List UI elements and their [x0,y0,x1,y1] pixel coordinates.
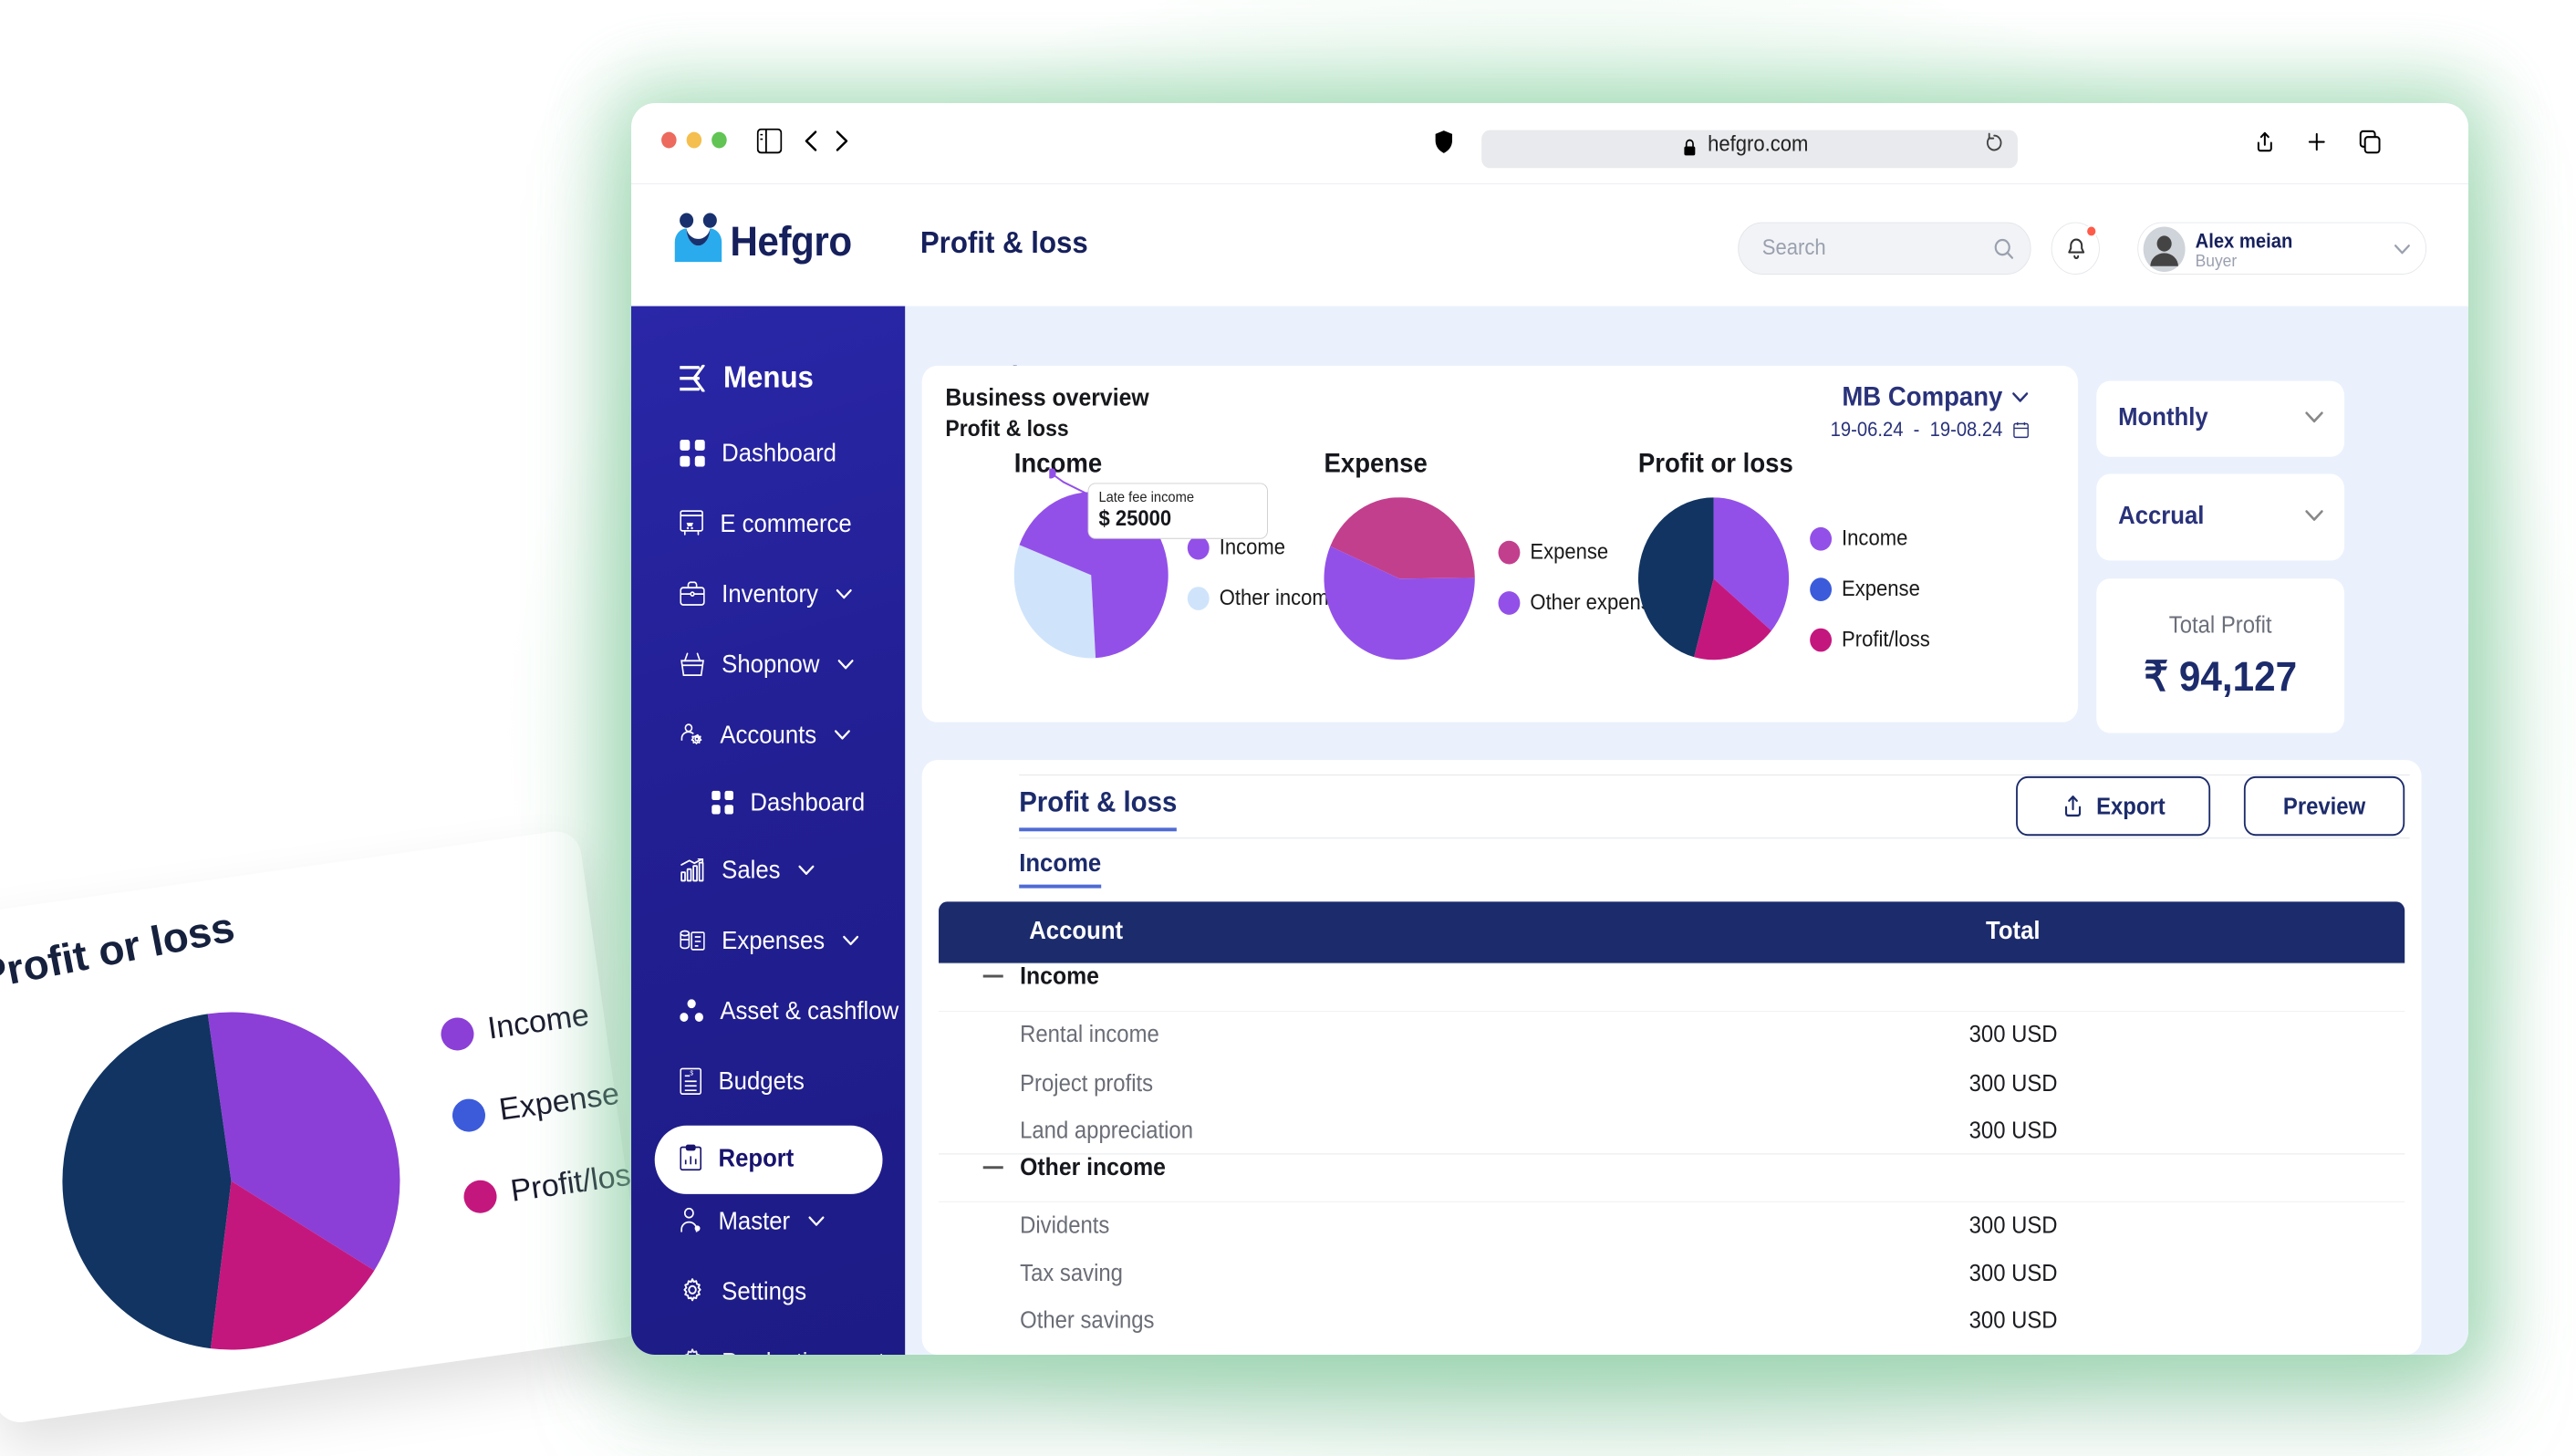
svg-text:$: $ [690,1070,693,1076]
